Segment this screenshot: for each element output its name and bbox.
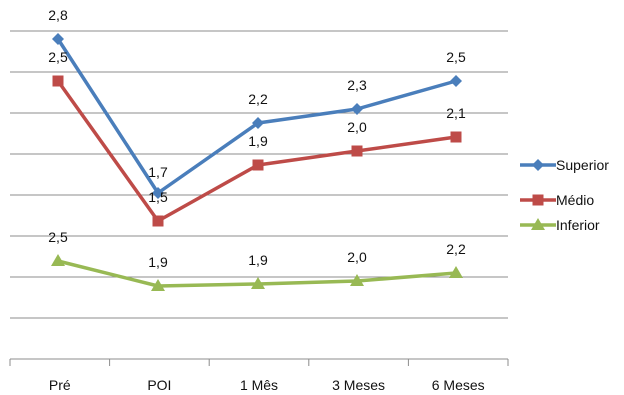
data-label: 2,3 [347, 77, 367, 93]
data-point [350, 274, 364, 286]
data-label: 2,5 [446, 49, 466, 65]
x-tick-label: 1 Mês [240, 377, 278, 393]
x-tick-label: 6 Meses [432, 377, 485, 393]
data-label: 2,5 [48, 229, 68, 245]
series-inferior: 2,5 1,9 1,9 2,0 2,2 [48, 229, 466, 291]
legend-marker [531, 218, 545, 230]
x-tick-label: 3 Meses [332, 377, 385, 393]
data-label: 1,9 [148, 254, 168, 270]
data-point [251, 277, 265, 289]
x-axis: Pré POI 1 Mês 3 Meses 6 Meses [9, 359, 509, 393]
legend-item-inferior: Inferior [520, 217, 600, 233]
series-superior: 2,8 1,7 2,2 2,3 2,5 [48, 7, 466, 199]
gridlines [10, 30, 508, 360]
data-point [52, 75, 64, 87]
data-point [152, 187, 164, 199]
data-label: 1,7 [148, 164, 168, 180]
series-group: 2,81,72,22,32,52,51,51,92,02,12,51,9 1,9 2… [48, 7, 466, 291]
data-point [450, 75, 462, 87]
data-point [351, 145, 363, 157]
legend-label: Inferior [556, 217, 600, 233]
data-point [152, 215, 164, 227]
data-point [151, 279, 165, 291]
legend-marker [532, 194, 544, 206]
legend-marker [532, 159, 544, 171]
data-label: 1,5 [148, 189, 168, 205]
data-label: 2,2 [248, 91, 268, 107]
legend: Superior Médio Inferior [520, 157, 609, 233]
data-point [351, 103, 363, 115]
legend-label: Médio [556, 192, 594, 208]
data-point [52, 33, 64, 45]
data-label: 2,0 [347, 119, 367, 135]
data-point [252, 159, 264, 171]
data-label: 2,1 [446, 105, 466, 121]
data-point [449, 266, 463, 278]
series-mdio: 2,5 1,5 1,9 2,0 2,1 [48, 49, 466, 227]
data-point [51, 254, 65, 266]
data-label: 2,2 [446, 241, 466, 257]
x-tick-label: POI [147, 377, 171, 393]
legend-label: Superior [556, 157, 609, 173]
data-label: 1,9 [248, 252, 268, 268]
legend-item-superior: Superior [520, 157, 609, 173]
legend-item-mdio: Médio [520, 192, 594, 208]
data-label: 2,5 [48, 49, 68, 65]
data-point [450, 131, 462, 143]
data-label: 1,9 [248, 133, 268, 149]
x-tick-label: Pré [49, 377, 71, 393]
data-point [252, 117, 264, 129]
data-label: 2,8 [48, 7, 68, 23]
data-label: 2,0 [347, 249, 367, 265]
